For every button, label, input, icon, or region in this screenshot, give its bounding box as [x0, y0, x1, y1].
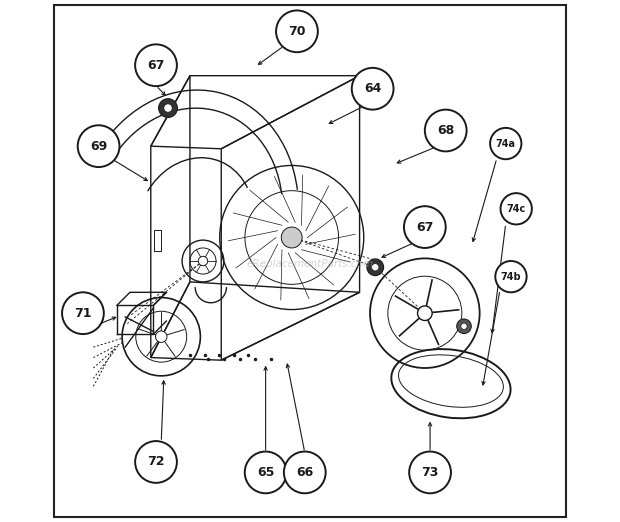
Circle shape: [461, 323, 467, 329]
Text: 68: 68: [437, 124, 454, 137]
Text: 66: 66: [296, 466, 313, 479]
Circle shape: [490, 128, 521, 159]
Circle shape: [284, 452, 326, 493]
Circle shape: [78, 125, 120, 167]
Circle shape: [164, 104, 172, 112]
Circle shape: [159, 99, 177, 117]
Text: 71: 71: [74, 307, 92, 319]
Text: 69: 69: [90, 140, 107, 152]
Circle shape: [495, 261, 526, 292]
Ellipse shape: [281, 227, 302, 248]
Circle shape: [457, 319, 471, 334]
Circle shape: [62, 292, 104, 334]
Text: eReplacementParts.com: eReplacementParts.com: [246, 258, 374, 269]
Ellipse shape: [417, 306, 432, 321]
Text: 65: 65: [257, 466, 274, 479]
Text: 74b: 74b: [501, 271, 521, 282]
Circle shape: [135, 441, 177, 483]
Circle shape: [245, 452, 286, 493]
Circle shape: [367, 259, 384, 276]
Text: 73: 73: [422, 466, 439, 479]
Text: 74a: 74a: [496, 138, 516, 149]
Text: 67: 67: [416, 221, 433, 233]
Text: 64: 64: [364, 82, 381, 95]
Circle shape: [352, 68, 394, 110]
Circle shape: [371, 264, 379, 271]
Ellipse shape: [156, 331, 167, 342]
Text: 67: 67: [148, 59, 165, 72]
Circle shape: [404, 206, 446, 248]
Ellipse shape: [198, 256, 208, 266]
Text: 74c: 74c: [507, 204, 526, 214]
Circle shape: [409, 452, 451, 493]
Circle shape: [276, 10, 318, 52]
Text: 70: 70: [288, 25, 306, 38]
Circle shape: [500, 193, 532, 224]
Text: 72: 72: [148, 456, 165, 468]
Circle shape: [425, 110, 467, 151]
Circle shape: [135, 44, 177, 86]
